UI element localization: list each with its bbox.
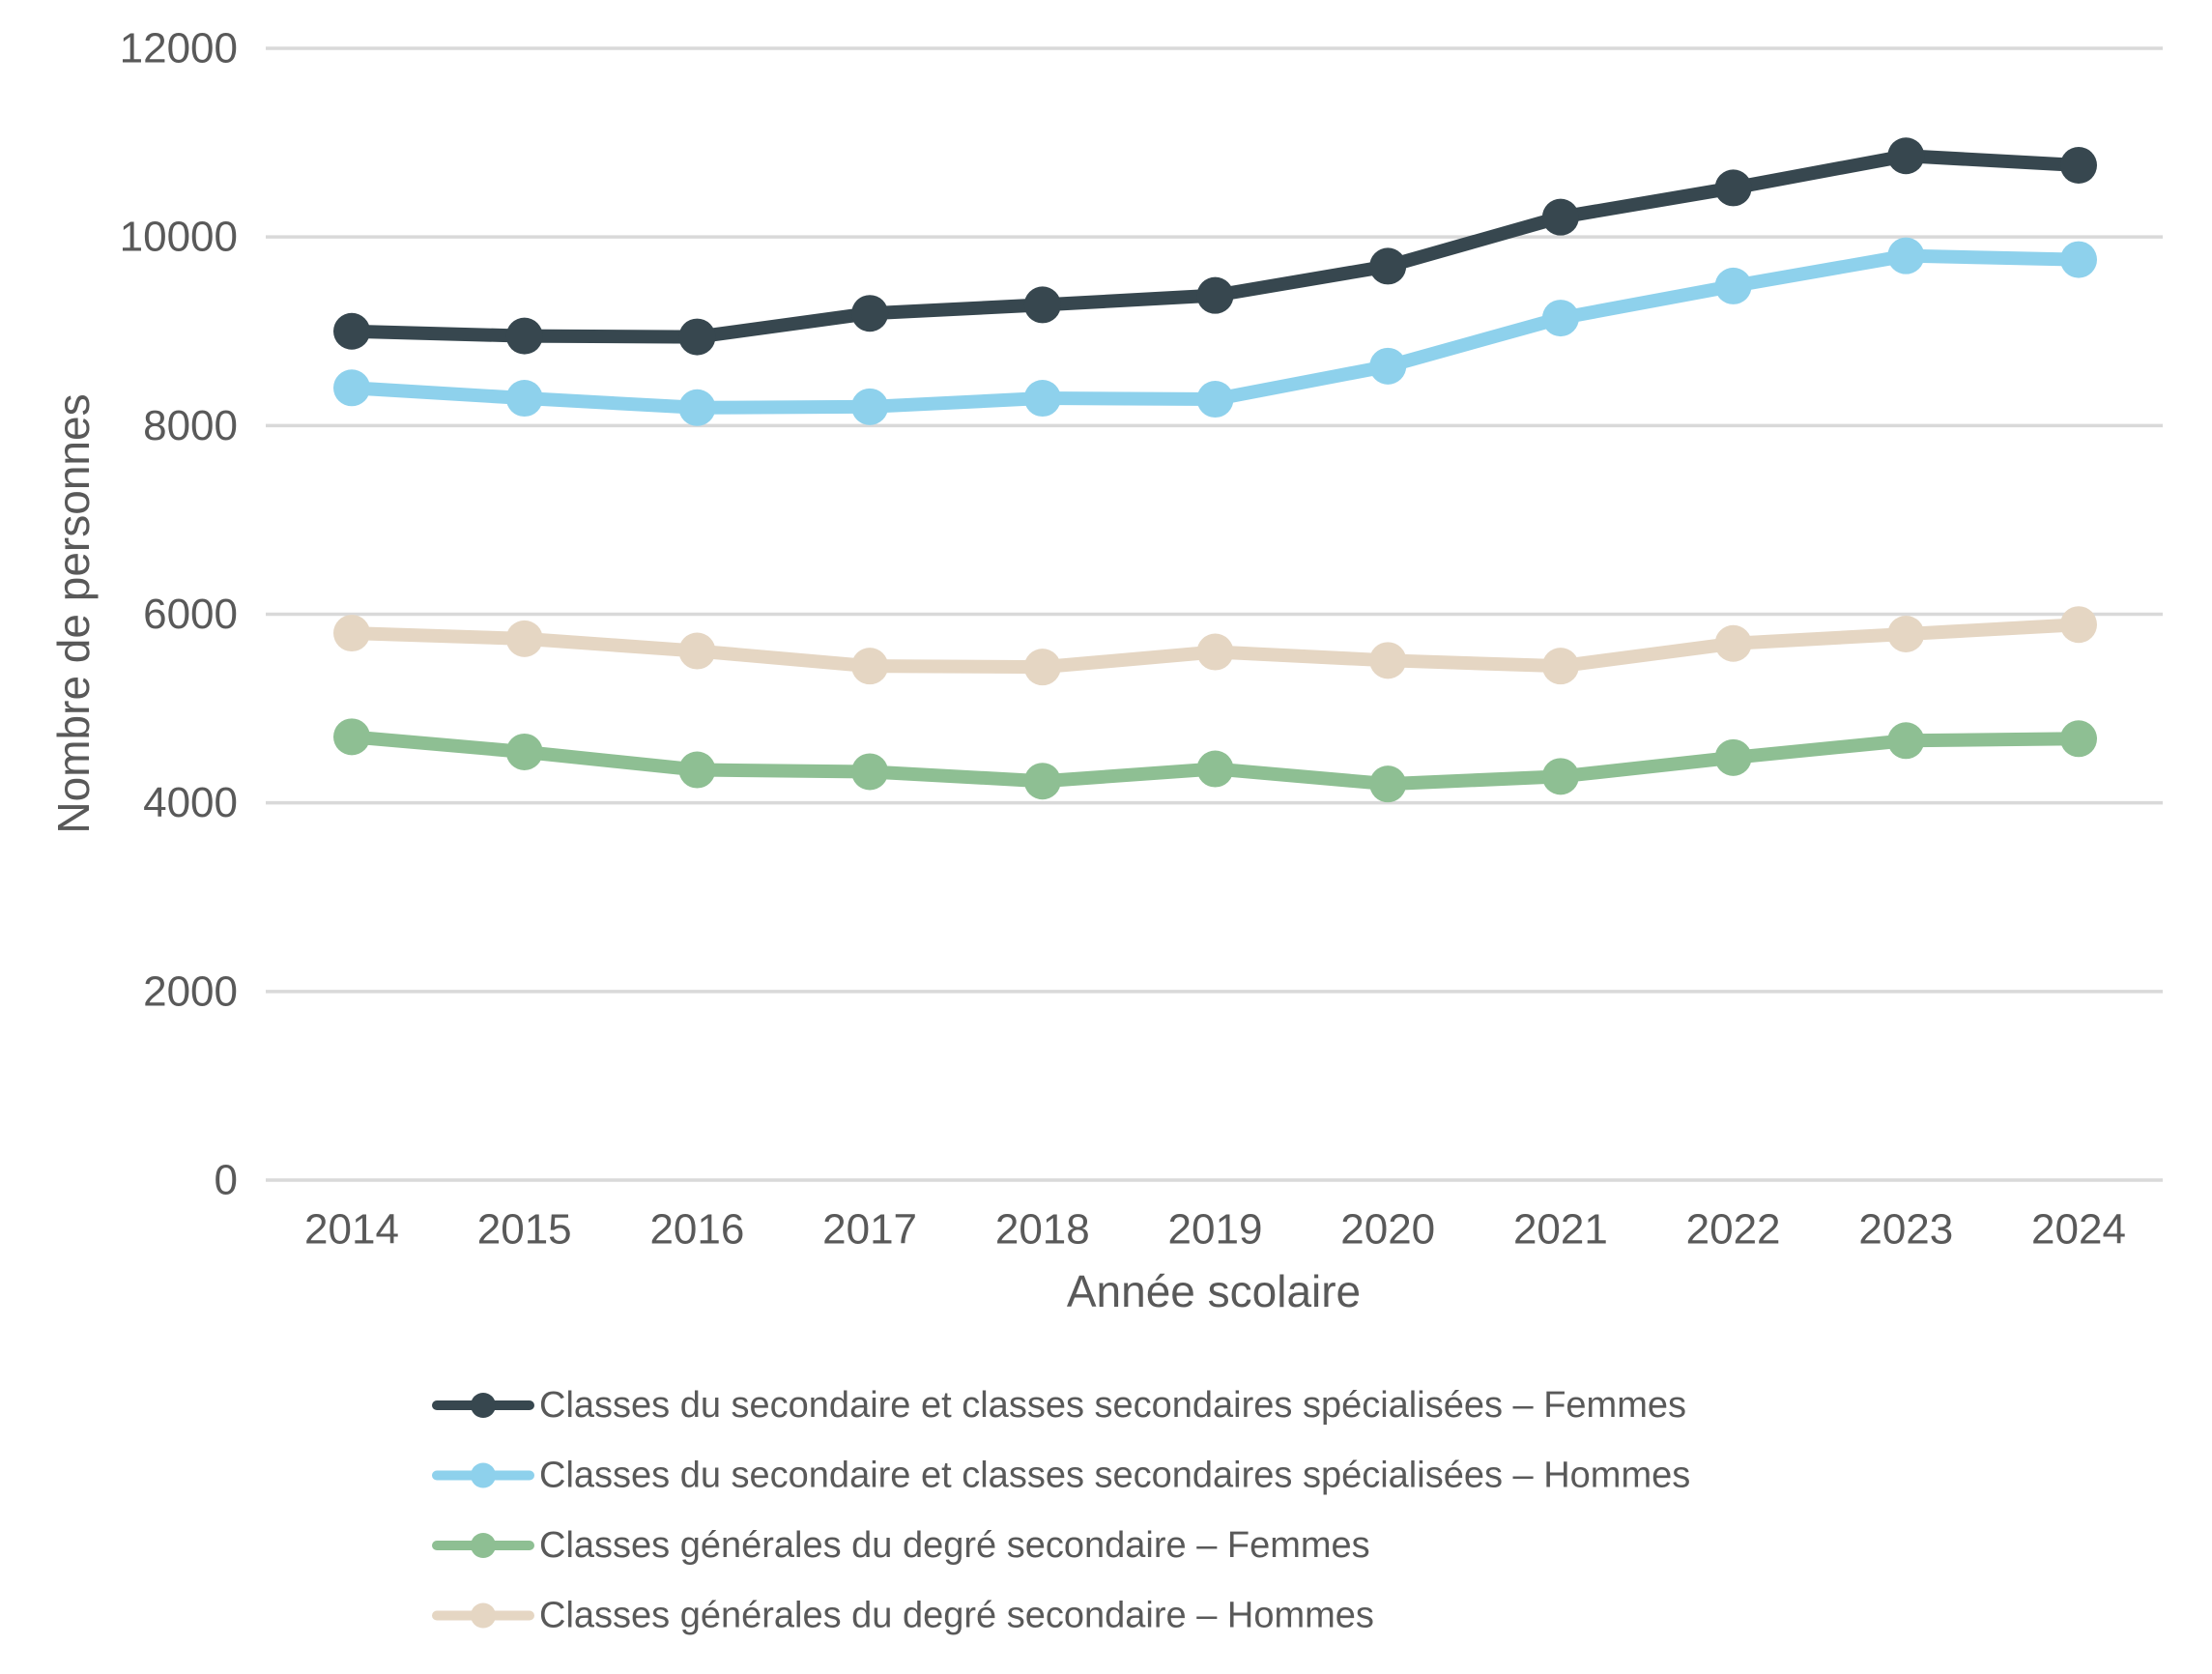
legend-marker-dot bbox=[471, 1462, 496, 1488]
series-0 bbox=[333, 137, 2097, 356]
data-point-marker bbox=[1714, 267, 1752, 304]
x-tick-label-2016: 2016 bbox=[649, 1206, 744, 1254]
x-tick-label-2021: 2021 bbox=[1513, 1206, 1608, 1254]
data-point-marker bbox=[1369, 347, 1407, 385]
data-point-marker bbox=[678, 751, 716, 789]
legend-item-1: Classes du secondaire et classes seconda… bbox=[432, 1456, 1690, 1496]
data-point-marker bbox=[1369, 765, 1407, 803]
data-point-marker bbox=[1196, 381, 1234, 418]
data-point-marker bbox=[505, 733, 543, 770]
y-tick-label-6000: 6000 bbox=[143, 591, 238, 638]
data-point-marker bbox=[2060, 720, 2097, 758]
y-tick-label-4000: 4000 bbox=[143, 779, 238, 826]
data-point-marker bbox=[1887, 615, 1925, 652]
x-tick-label-2018: 2018 bbox=[995, 1206, 1090, 1254]
x-tick-label-2022: 2022 bbox=[1686, 1206, 1781, 1254]
series-2 bbox=[333, 718, 2097, 803]
legend-label-2: Classes générales du degré secondaire – … bbox=[539, 1525, 1370, 1566]
x-axis-tick-labels: 2014 2015 2016 2017 2018 2019 2020 2021 2022 2023… bbox=[304, 1206, 2126, 1254]
y-axis-tick-labels: 0 2000 4000 6000 8000 10000 12000 bbox=[120, 25, 238, 1204]
legend-item-0: Classes du secondaire et classes seconda… bbox=[432, 1385, 1686, 1426]
data-point-marker bbox=[1714, 624, 1752, 662]
y-tick-label-8000: 8000 bbox=[143, 402, 238, 449]
data-point-marker bbox=[2060, 147, 2097, 185]
legend-label-1: Classes du secondaire et classes seconda… bbox=[539, 1456, 1690, 1496]
x-tick-label-2014: 2014 bbox=[304, 1206, 399, 1254]
legend-label-0: Classes du secondaire et classes seconda… bbox=[539, 1385, 1686, 1426]
y-tick-label-0: 0 bbox=[215, 1157, 238, 1204]
legend: Classes du secondaire et classes seconda… bbox=[432, 1385, 1690, 1636]
legend-item-2: Classes générales du degré secondaire – … bbox=[432, 1525, 1370, 1566]
x-axis-title: Année scolaire bbox=[1067, 1266, 1361, 1316]
data-point-marker bbox=[1369, 642, 1407, 679]
data-point-marker bbox=[333, 312, 370, 350]
legend-label-3: Classes générales du degré secondaire – … bbox=[539, 1596, 1374, 1636]
data-point-marker bbox=[1887, 237, 1925, 274]
series-3 bbox=[333, 606, 2097, 686]
x-tick-label-2017: 2017 bbox=[822, 1206, 917, 1254]
data-point-marker bbox=[1541, 198, 1579, 236]
y-tick-label-10000: 10000 bbox=[120, 214, 238, 261]
data-point-marker bbox=[1196, 276, 1234, 314]
data-point-marker bbox=[1714, 169, 1752, 207]
y-axis-title: Nombre de personnes bbox=[48, 393, 99, 833]
data-point-marker bbox=[1714, 738, 1752, 776]
data-point-marker bbox=[678, 318, 716, 356]
data-point-marker bbox=[851, 388, 889, 425]
data-point-marker bbox=[505, 317, 543, 355]
data-point-marker bbox=[1541, 300, 1579, 337]
data-point-marker bbox=[1023, 763, 1061, 800]
legend-item-3: Classes générales du degré secondaire – … bbox=[432, 1596, 1374, 1636]
data-point-marker bbox=[1887, 137, 1925, 175]
data-point-marker bbox=[851, 648, 889, 685]
legend-marker-dot bbox=[471, 1393, 496, 1418]
legend-marker-dot bbox=[471, 1533, 496, 1558]
data-point-marker bbox=[2060, 241, 2097, 278]
data-point-marker bbox=[1023, 286, 1061, 324]
y-tick-label-2000: 2000 bbox=[143, 967, 238, 1015]
data-point-marker bbox=[851, 295, 889, 332]
gridlines bbox=[266, 46, 2163, 1182]
data-point-marker bbox=[1023, 649, 1061, 686]
data-point-marker bbox=[1196, 750, 1234, 788]
data-point-marker bbox=[505, 620, 543, 657]
y-tick-label-12000: 12000 bbox=[120, 25, 238, 72]
data-point-marker bbox=[1196, 633, 1234, 671]
data-point-marker bbox=[1369, 247, 1407, 285]
data-point-marker bbox=[1887, 722, 1925, 760]
data-point-marker bbox=[678, 389, 716, 426]
legend-marker-dot bbox=[471, 1602, 496, 1629]
data-point-marker bbox=[678, 632, 716, 670]
x-tick-label-2024: 2024 bbox=[2031, 1206, 2126, 1254]
data-point-marker bbox=[333, 615, 370, 652]
series-group bbox=[333, 137, 2097, 803]
data-point-marker bbox=[2060, 606, 2097, 644]
data-point-marker bbox=[1541, 648, 1579, 685]
data-point-marker bbox=[505, 380, 543, 418]
data-point-marker bbox=[1023, 380, 1061, 418]
data-point-marker bbox=[851, 753, 889, 791]
data-point-marker bbox=[1541, 758, 1579, 795]
x-tick-label-2015: 2015 bbox=[477, 1206, 572, 1254]
series-1 bbox=[333, 237, 2097, 426]
x-tick-label-2023: 2023 bbox=[1858, 1206, 1953, 1254]
data-point-marker bbox=[333, 718, 370, 756]
x-tick-label-2019: 2019 bbox=[1168, 1206, 1263, 1254]
data-point-marker bbox=[333, 369, 370, 407]
x-tick-label-2020: 2020 bbox=[1340, 1206, 1435, 1254]
